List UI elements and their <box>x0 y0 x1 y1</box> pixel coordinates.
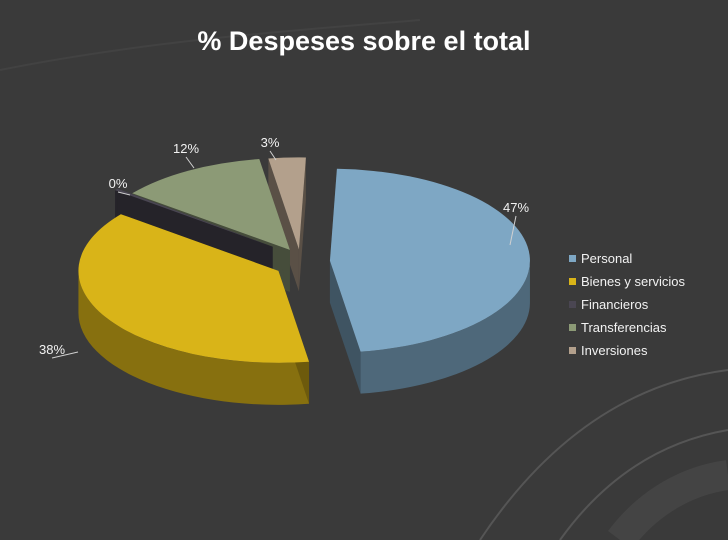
pie-labels: 47% 38% 0% 12% 3% <box>39 135 529 359</box>
legend-item-financieros: Financieros <box>569 293 685 316</box>
data-label-transferencias: 12% <box>173 141 199 156</box>
legend-label: Bienes y servicios <box>581 274 686 289</box>
data-label-inversiones: 3% <box>261 135 280 150</box>
legend-label: Transferencias <box>581 320 667 335</box>
legend-item-personal: Personal <box>569 247 685 270</box>
legend-swatch <box>569 324 576 331</box>
leader-line <box>117 191 131 196</box>
leader-line <box>509 215 517 246</box>
leader-line <box>185 156 195 169</box>
data-label-personal: 47% <box>503 200 529 215</box>
leader-line <box>269 150 277 161</box>
pie-slice-bienes-y-servicios <box>78 214 310 405</box>
legend-label: Financieros <box>581 297 649 312</box>
data-label-bienes-y-servicios: 38% <box>39 342 65 357</box>
data-label-financieros: 0% <box>109 176 128 191</box>
pie-slices <box>78 157 530 405</box>
legend: Personal Bienes y servicios Financieros Tra… <box>569 247 685 362</box>
legend-swatch <box>569 255 576 262</box>
legend-item-transferencias: Transferencias <box>569 316 685 339</box>
pie-slice-inversiones <box>268 157 306 292</box>
legend-swatch <box>569 301 576 308</box>
pie-slice-personal <box>329 168 530 394</box>
legend-item-bienes-y-servicios: Bienes y servicios <box>569 270 685 293</box>
legend-item-inversiones: Inversiones <box>569 339 685 362</box>
chart-title: % Despeses sobre el total <box>197 26 531 56</box>
legend-label: Personal <box>581 251 633 266</box>
legend-label: Inversiones <box>581 343 648 358</box>
legend-swatch <box>569 347 576 354</box>
legend-swatch <box>569 278 576 285</box>
leader-line <box>51 351 79 359</box>
